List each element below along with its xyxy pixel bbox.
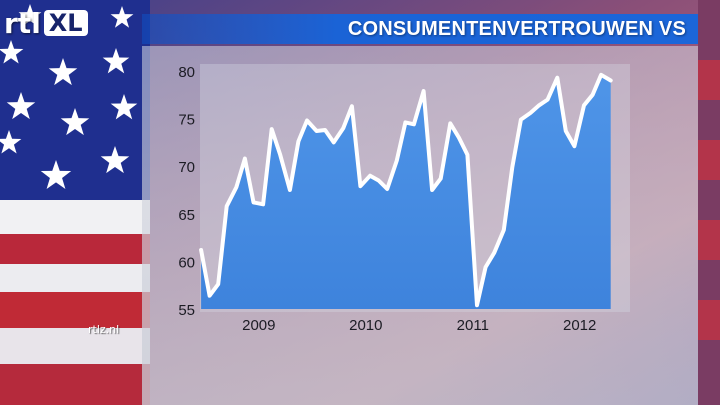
data-point <box>342 126 345 130</box>
data-point <box>556 76 559 79</box>
data-point <box>305 119 309 122</box>
flag-stripes-left <box>0 200 150 405</box>
data-point <box>225 205 228 208</box>
data-point <box>582 104 586 107</box>
data-point <box>315 129 318 133</box>
data-point <box>261 203 265 206</box>
data-point <box>235 185 238 189</box>
data-point <box>359 185 362 188</box>
x-tick-label: 2012 <box>563 317 596 334</box>
data-point <box>252 201 255 204</box>
data-point <box>323 128 327 132</box>
plot-area <box>199 72 613 309</box>
data-point <box>386 187 389 191</box>
data-point <box>564 129 567 133</box>
data-point <box>332 141 335 144</box>
data-point <box>217 283 220 286</box>
data-point <box>350 105 354 108</box>
data-point <box>546 98 549 101</box>
data-point <box>422 89 425 93</box>
logo-rtl: rtl <box>4 6 41 40</box>
data-point <box>297 140 300 143</box>
data-point <box>529 111 532 115</box>
title-bar: CONSUMENTENVERTROUWEN VS <box>142 14 698 44</box>
data-point <box>439 177 442 180</box>
data-point <box>412 123 416 126</box>
data-point <box>404 121 407 124</box>
y-tick-label: 80 <box>178 64 195 81</box>
data-point <box>599 73 603 77</box>
data-point <box>502 228 505 232</box>
y-tick-label: 60 <box>178 254 195 271</box>
data-point <box>466 153 469 156</box>
data-point <box>279 153 282 156</box>
data-point <box>609 79 612 82</box>
data-point <box>519 118 523 121</box>
data-point <box>511 166 514 169</box>
data-point <box>573 145 576 148</box>
logo-xl: XL <box>43 10 88 36</box>
x-tick-label: 2010 <box>349 317 382 334</box>
data-point <box>288 188 292 192</box>
data-point <box>493 251 496 254</box>
site-url: rtlz.nl <box>88 323 120 336</box>
x-tick-label: 2011 <box>457 317 489 334</box>
data-point <box>430 188 434 192</box>
data-point <box>537 104 541 107</box>
data-point <box>208 294 211 297</box>
data-point <box>457 136 461 139</box>
chart-title: CONSUMENTENVERTROUWEN VS <box>347 17 686 40</box>
data-point <box>591 93 594 97</box>
data-point <box>475 304 479 307</box>
channel-logo: rtl XL <box>4 6 88 40</box>
data-point <box>368 174 372 177</box>
data-point <box>243 157 247 160</box>
data-point <box>377 179 380 182</box>
x-tick-label: 2009 <box>242 317 275 334</box>
data-point <box>270 127 273 131</box>
flag-right-edge <box>698 0 720 405</box>
y-axis: 55 60 65 70 75 80 <box>178 64 195 319</box>
y-tick-label: 65 <box>178 207 195 224</box>
y-tick-label: 75 <box>178 112 195 129</box>
data-point <box>484 265 487 269</box>
x-axis: 2009 2010 2011 2012 <box>242 317 596 334</box>
data-point <box>395 159 398 162</box>
data-point <box>199 248 203 252</box>
y-tick-label: 70 <box>178 159 195 176</box>
y-tick-label: 55 <box>178 302 195 319</box>
data-point <box>449 122 452 125</box>
